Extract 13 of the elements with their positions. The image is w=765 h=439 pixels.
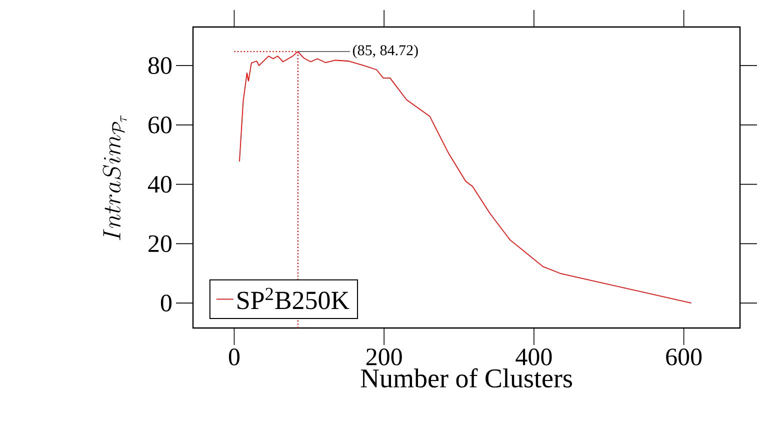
y-tick-label: 20 [148, 235, 172, 252]
legend-label: SP$^{2}$B250K [238, 288, 350, 310]
y-tick-label: 60 [148, 116, 172, 134]
annotation: (85, 84.72) [352, 44, 418, 58]
x-tick-label: 0 [228, 348, 240, 366]
y-axis-title: $IntraSim_{\mathcal{P}_\tau}$ [102, 115, 127, 240]
y-tick-label: 40 [148, 176, 172, 193]
y-tick-label: 80 [148, 57, 172, 74]
x-tick-label: 600 [666, 348, 702, 366]
x-axis-title: Number of Clusters [360, 368, 572, 388]
y-tick-label: 0 [160, 294, 172, 312]
x-tick-label: 200 [366, 348, 402, 366]
x-tick-label: 400 [516, 348, 552, 366]
